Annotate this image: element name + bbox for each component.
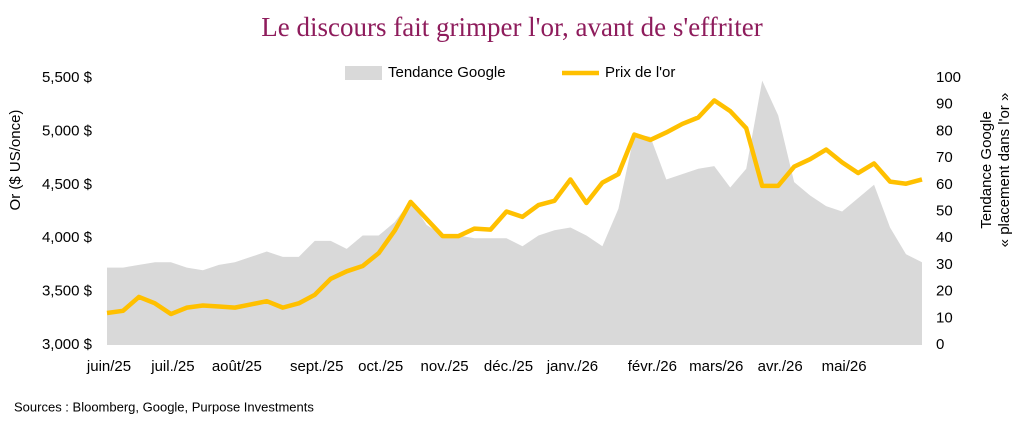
y-tick-label: 3,000 $ [42, 336, 93, 353]
x-tick-label: mai/26 [822, 358, 867, 375]
x-tick-label: mars/26 [689, 358, 743, 375]
source-note: Sources : Bloomberg, Google, Purpose Inv… [14, 399, 314, 414]
y2-tick-label: 20 [936, 283, 953, 300]
x-tick-label: avr./26 [758, 358, 803, 375]
y2-tick-label: 90 [936, 96, 953, 113]
legend-swatch [345, 66, 382, 80]
y-tick-label: 4,000 $ [42, 229, 93, 246]
x-tick-label: juin/25 [86, 358, 131, 375]
area [107, 80, 922, 346]
y2-axis-title: Tendance Google [978, 111, 995, 229]
legend-label: Prix de l'or [605, 64, 675, 81]
x-tick-label: oct./25 [358, 358, 403, 375]
y2-tick-label: 80 [936, 122, 953, 139]
x-tick-label: sept./25 [290, 358, 343, 375]
x-tick-label: juil./25 [150, 358, 194, 375]
legend-label: Tendance Google [388, 64, 506, 81]
y2-tick-label: 30 [936, 256, 953, 273]
y-tick-label: 3,500 $ [42, 283, 93, 300]
y-axis-title: Or ($ US/once) [7, 110, 24, 211]
x-tick-label: nov./25 [421, 358, 469, 375]
y-tick-label: 5,500 $ [42, 69, 93, 86]
y2-tick-label: 100 [936, 69, 961, 86]
x-tick-label: déc./25 [484, 358, 533, 375]
chart-title: Le discours fait grimper l'or, avant de … [261, 12, 762, 42]
y2-tick-label: 40 [936, 229, 953, 246]
y-tick-label: 5,000 $ [42, 122, 93, 139]
y2-tick-label: 0 [936, 336, 944, 353]
y2-axis-title: « placement dans l'or » [996, 93, 1013, 248]
y-tick-label: 4,500 $ [42, 176, 93, 193]
x-tick-label: janv./26 [546, 358, 598, 375]
x-tick-label: févr./26 [628, 358, 677, 375]
y2-tick-label: 50 [936, 202, 953, 219]
y2-tick-label: 70 [936, 149, 953, 166]
y2-tick-label: 10 [936, 309, 953, 326]
line [106, 98, 923, 317]
x-tick-label: août/25 [212, 358, 262, 375]
y2-tick-label: 60 [936, 176, 953, 193]
